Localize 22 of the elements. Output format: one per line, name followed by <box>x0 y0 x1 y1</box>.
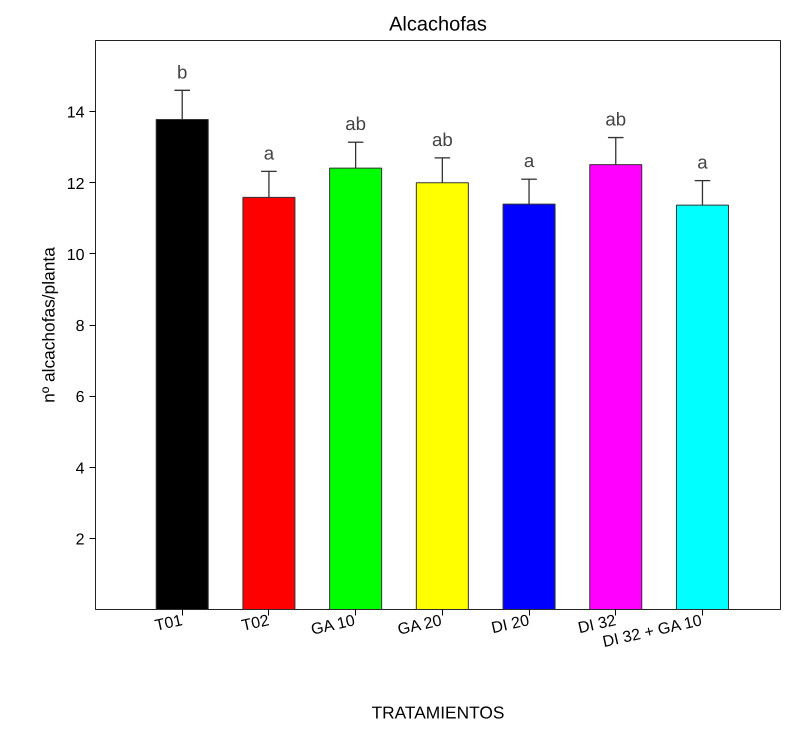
annotation: ab <box>432 128 453 150</box>
y-tick-label: 12 <box>66 176 85 193</box>
annotation: ab <box>345 113 366 134</box>
annotation: ab <box>605 108 626 130</box>
x-tick-label: T02 <box>240 612 271 635</box>
x-axis-title: TRATAMIENTOS <box>372 702 504 722</box>
annotation: a <box>697 152 708 173</box>
annotation: a <box>264 142 275 164</box>
y-tick-label: 4 <box>76 460 85 478</box>
x-tick-label: DI 20 <box>490 612 531 638</box>
x-tick-label: GA 20 <box>396 612 444 639</box>
chart-title: Alcachofas <box>389 14 487 36</box>
y-tick-label: 2 <box>76 531 85 548</box>
annotation: b <box>177 61 188 82</box>
y-tick-label: 6 <box>76 389 85 406</box>
x-tick-label: GA 10 <box>310 612 357 639</box>
x-tick-label: T01 <box>153 612 184 635</box>
y-axis-title: nº alcachofas/planta <box>38 246 59 403</box>
y-tick-label: 8 <box>76 318 85 335</box>
y-tick-label: 14 <box>66 104 85 122</box>
y-tick-label: 10 <box>66 246 85 264</box>
annotation: a <box>524 150 535 172</box>
